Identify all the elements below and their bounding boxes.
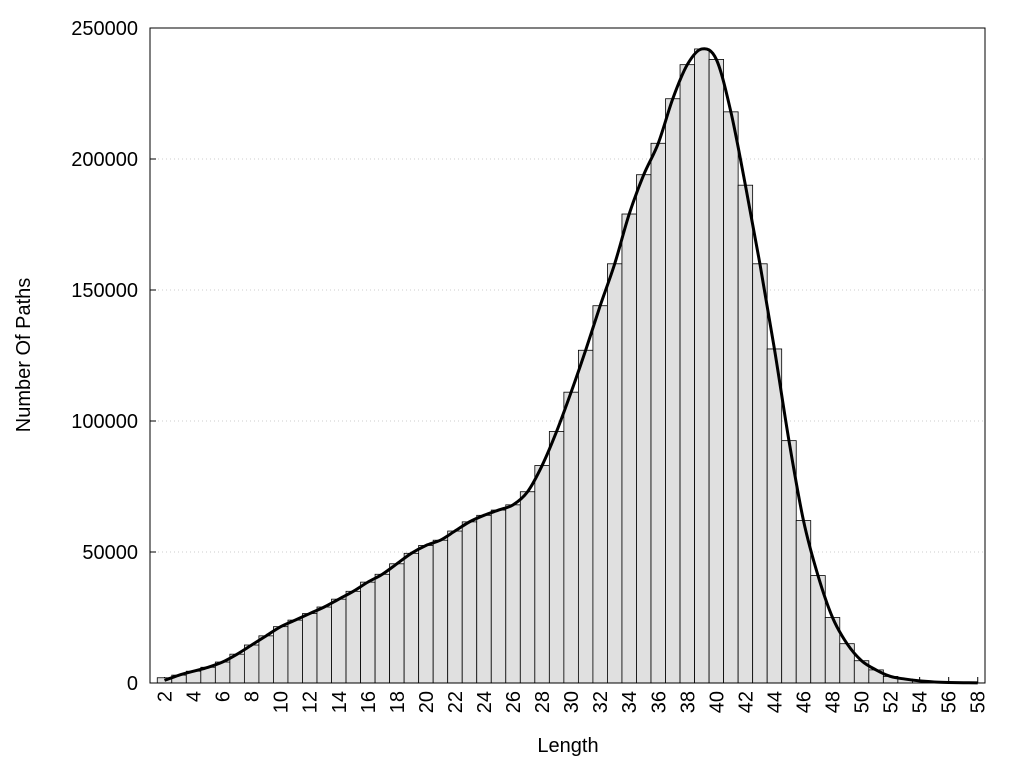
x-axis-label: Length: [537, 735, 598, 757]
bar: [534, 465, 550, 684]
bar: [577, 349, 594, 684]
x-tick-label: 48: [823, 691, 845, 713]
bar: [621, 213, 637, 684]
x-tick-label: 20: [416, 691, 438, 713]
x-tick-label: 56: [939, 691, 961, 713]
y-tick-label: 100000: [71, 411, 138, 433]
x-tick-label: 32: [590, 691, 612, 713]
x-tick-label: 14: [329, 691, 351, 713]
plot-frame: [149, 27, 986, 684]
x-tick-label: 42: [735, 691, 757, 713]
x-tick-label: 8: [242, 691, 264, 702]
x-tick-label: 18: [387, 691, 409, 713]
x-tick-label: 6: [213, 691, 235, 702]
bar: [752, 263, 768, 684]
x-tick-label: 46: [793, 691, 815, 713]
bar: [490, 509, 507, 684]
x-tick-label: 30: [561, 691, 583, 713]
y-tick-label: 150000: [71, 280, 138, 302]
bar: [273, 626, 289, 684]
bar: [708, 59, 725, 684]
bar: [650, 142, 666, 684]
bar: [505, 504, 521, 684]
bar: [636, 174, 652, 684]
x-tick-label: 16: [358, 691, 380, 713]
x-tick-label: 52: [881, 691, 903, 713]
bar: [665, 98, 681, 684]
bar: [316, 606, 332, 684]
x-tick-label: 2: [155, 691, 177, 702]
x-tick-label: 4: [184, 691, 206, 702]
x-tick-label: 40: [706, 691, 728, 713]
x-tick-label: 26: [503, 691, 525, 713]
x-tick-label: 34: [619, 691, 641, 713]
y-tick-label: 50000: [82, 542, 138, 564]
bar: [345, 590, 361, 684]
x-tick-label: 12: [300, 691, 322, 713]
x-tick-label: 22: [445, 691, 467, 713]
bar: [302, 613, 318, 684]
bar: [331, 598, 347, 684]
x-tick-label: 50: [852, 691, 874, 713]
bar: [737, 184, 754, 684]
y-axis-label: Number Of Paths: [13, 278, 35, 433]
bar: [563, 391, 579, 684]
x-tick-label: 58: [968, 691, 990, 713]
bar: [519, 491, 536, 684]
x-tick-label: 44: [764, 691, 786, 713]
bar: [447, 530, 463, 684]
bar: [461, 521, 478, 684]
bar: [418, 545, 434, 684]
y-tick-label: 200000: [71, 149, 138, 171]
x-tick-label: 28: [532, 691, 554, 713]
bar: [360, 581, 376, 684]
bar: [243, 644, 260, 684]
bar: [287, 619, 303, 684]
x-tick-label: 38: [677, 691, 699, 713]
bar: [694, 48, 710, 684]
bar: [592, 305, 608, 684]
x-tick-label: 10: [271, 691, 293, 713]
y-tick-label: 0: [127, 673, 138, 695]
bar: [723, 111, 739, 684]
bar: [766, 348, 783, 684]
x-tick-label: 24: [474, 691, 496, 713]
bar: [374, 573, 391, 684]
x-tick-label: 36: [648, 691, 670, 713]
y-tick-label: 250000: [71, 18, 138, 40]
bar: [548, 431, 565, 684]
bar: [389, 563, 405, 684]
bar: [607, 263, 623, 684]
bar: [403, 552, 420, 684]
bar: [258, 635, 274, 684]
x-tick-label: 54: [910, 691, 932, 713]
bar: [476, 514, 492, 684]
bar: [679, 64, 695, 684]
bar: [432, 539, 449, 684]
line: [164, 47, 978, 685]
